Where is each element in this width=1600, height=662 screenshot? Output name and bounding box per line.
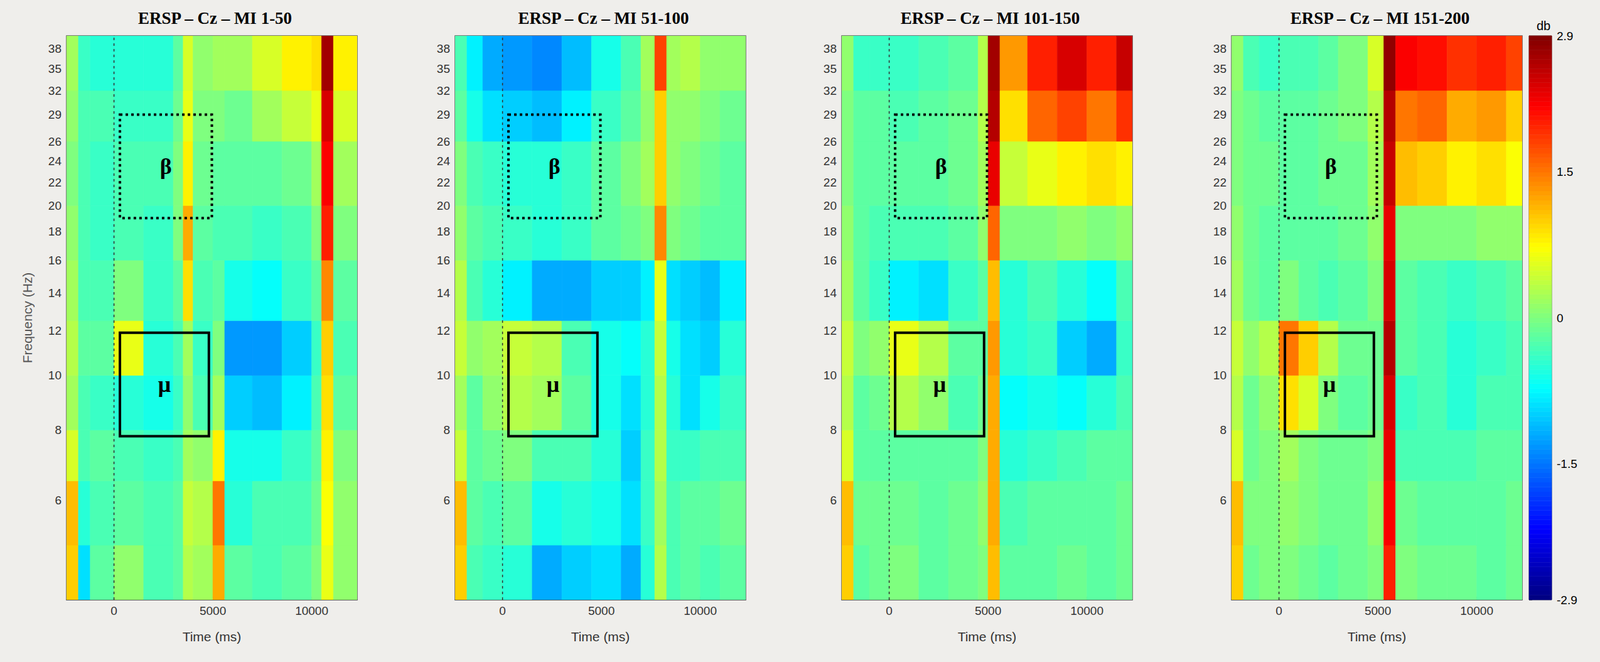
svg-text:32: 32 — [436, 84, 451, 98]
svg-text:1.5: 1.5 — [1556, 165, 1574, 179]
svg-text:10000: 10000 — [1070, 603, 1104, 618]
svg-text:26: 26 — [48, 134, 62, 149]
svg-text:Time (ms): Time (ms) — [1347, 628, 1407, 644]
svg-text:5000: 5000 — [974, 603, 1002, 618]
svg-text:0: 0 — [1556, 311, 1564, 325]
svg-text:5000: 5000 — [1364, 603, 1391, 618]
svg-text:32: 32 — [48, 84, 62, 98]
svg-text:0: 0 — [110, 603, 118, 618]
svg-text:14: 14 — [823, 286, 838, 300]
svg-text:16: 16 — [48, 253, 62, 267]
svg-text:20: 20 — [48, 198, 62, 213]
svg-text:35: 35 — [823, 62, 837, 76]
svg-text:5000: 5000 — [199, 603, 226, 618]
svg-text:16: 16 — [1213, 253, 1227, 267]
svg-text:12: 12 — [48, 323, 62, 338]
svg-text:6: 6 — [1219, 493, 1227, 507]
svg-text:16: 16 — [823, 253, 837, 267]
svg-text:35: 35 — [436, 62, 451, 76]
svg-text:6: 6 — [443, 493, 451, 507]
svg-text:38: 38 — [823, 42, 837, 56]
svg-text:β: β — [548, 153, 561, 179]
svg-text:-2.9: -2.9 — [1556, 593, 1578, 607]
svg-text:20: 20 — [1213, 198, 1227, 213]
svg-text:8: 8 — [54, 423, 62, 437]
svg-text:12: 12 — [436, 323, 451, 338]
svg-text:24: 24 — [823, 154, 838, 168]
svg-text:10: 10 — [436, 368, 451, 382]
svg-text:12: 12 — [1213, 323, 1227, 338]
svg-text:8: 8 — [1219, 423, 1227, 437]
svg-text:ERSP – Cz – MI 51-100: ERSP – Cz – MI 51-100 — [517, 8, 689, 28]
svg-text:24: 24 — [436, 154, 451, 168]
svg-text:14: 14 — [436, 286, 451, 300]
svg-text:10000: 10000 — [1460, 603, 1494, 618]
svg-text:29: 29 — [436, 107, 451, 122]
svg-text:8: 8 — [829, 423, 837, 437]
svg-text:10: 10 — [823, 368, 837, 382]
svg-text:29: 29 — [823, 107, 837, 122]
svg-text:24: 24 — [1213, 154, 1228, 168]
svg-text:0: 0 — [885, 603, 893, 618]
svg-text:ERSP – Cz – MI 101-150: ERSP – Cz – MI 101-150 — [900, 8, 1081, 28]
svg-text:10000: 10000 — [295, 603, 329, 618]
svg-text:β: β — [1325, 153, 1337, 179]
svg-text:μ: μ — [1323, 371, 1336, 397]
svg-text:20: 20 — [436, 198, 451, 213]
svg-text:0: 0 — [499, 603, 506, 618]
svg-text:38: 38 — [436, 42, 451, 56]
svg-text:Time (ms): Time (ms) — [957, 628, 1017, 644]
svg-text:14: 14 — [48, 286, 63, 300]
svg-text:Frequency (Hz): Frequency (Hz) — [20, 272, 35, 364]
svg-text:26: 26 — [1213, 134, 1227, 149]
svg-text:16: 16 — [436, 253, 451, 267]
svg-text:12: 12 — [823, 323, 837, 338]
svg-text:6: 6 — [54, 493, 62, 507]
svg-text:Time (ms): Time (ms) — [182, 628, 242, 644]
svg-text:6: 6 — [829, 493, 837, 507]
svg-text:22: 22 — [436, 175, 451, 189]
svg-text:2.9: 2.9 — [1556, 29, 1574, 43]
svg-text:38: 38 — [1213, 42, 1227, 56]
svg-text:0: 0 — [1275, 603, 1283, 618]
svg-text:32: 32 — [1213, 84, 1227, 98]
svg-text:10000: 10000 — [683, 603, 717, 618]
svg-text:26: 26 — [436, 134, 451, 149]
svg-text:8: 8 — [443, 423, 451, 437]
svg-text:14: 14 — [1213, 286, 1228, 300]
svg-text:18: 18 — [1213, 224, 1227, 238]
svg-text:10: 10 — [1213, 368, 1227, 382]
svg-text:10: 10 — [48, 368, 62, 382]
svg-text:-1.5: -1.5 — [1556, 456, 1578, 471]
svg-text:5000: 5000 — [588, 603, 615, 618]
svg-text:ERSP – Cz – MI 151-200: ERSP – Cz – MI 151-200 — [1290, 8, 1471, 28]
svg-text:ERSP – Cz – MI 1-50: ERSP – Cz – MI 1-50 — [138, 8, 292, 28]
svg-text:20: 20 — [823, 198, 837, 213]
svg-text:18: 18 — [436, 224, 451, 238]
svg-text:24: 24 — [48, 154, 63, 168]
svg-text:β: β — [160, 153, 172, 179]
svg-text:18: 18 — [823, 224, 837, 238]
svg-text:32: 32 — [823, 84, 837, 98]
svg-text:Time (ms): Time (ms) — [571, 628, 631, 644]
svg-text:22: 22 — [1213, 175, 1227, 189]
svg-text:35: 35 — [48, 62, 62, 76]
svg-text:38: 38 — [48, 42, 62, 56]
svg-text:β: β — [935, 153, 948, 179]
svg-text:29: 29 — [48, 107, 62, 122]
svg-text:μ: μ — [158, 371, 171, 397]
svg-text:18: 18 — [48, 224, 62, 238]
svg-text:22: 22 — [48, 175, 62, 189]
svg-text:μ: μ — [933, 371, 946, 397]
svg-text:29: 29 — [1213, 107, 1227, 122]
svg-text:μ: μ — [546, 371, 560, 397]
svg-text:26: 26 — [823, 134, 837, 149]
svg-text:22: 22 — [823, 175, 837, 189]
svg-text:db: db — [1536, 18, 1551, 33]
svg-text:35: 35 — [1213, 62, 1227, 76]
